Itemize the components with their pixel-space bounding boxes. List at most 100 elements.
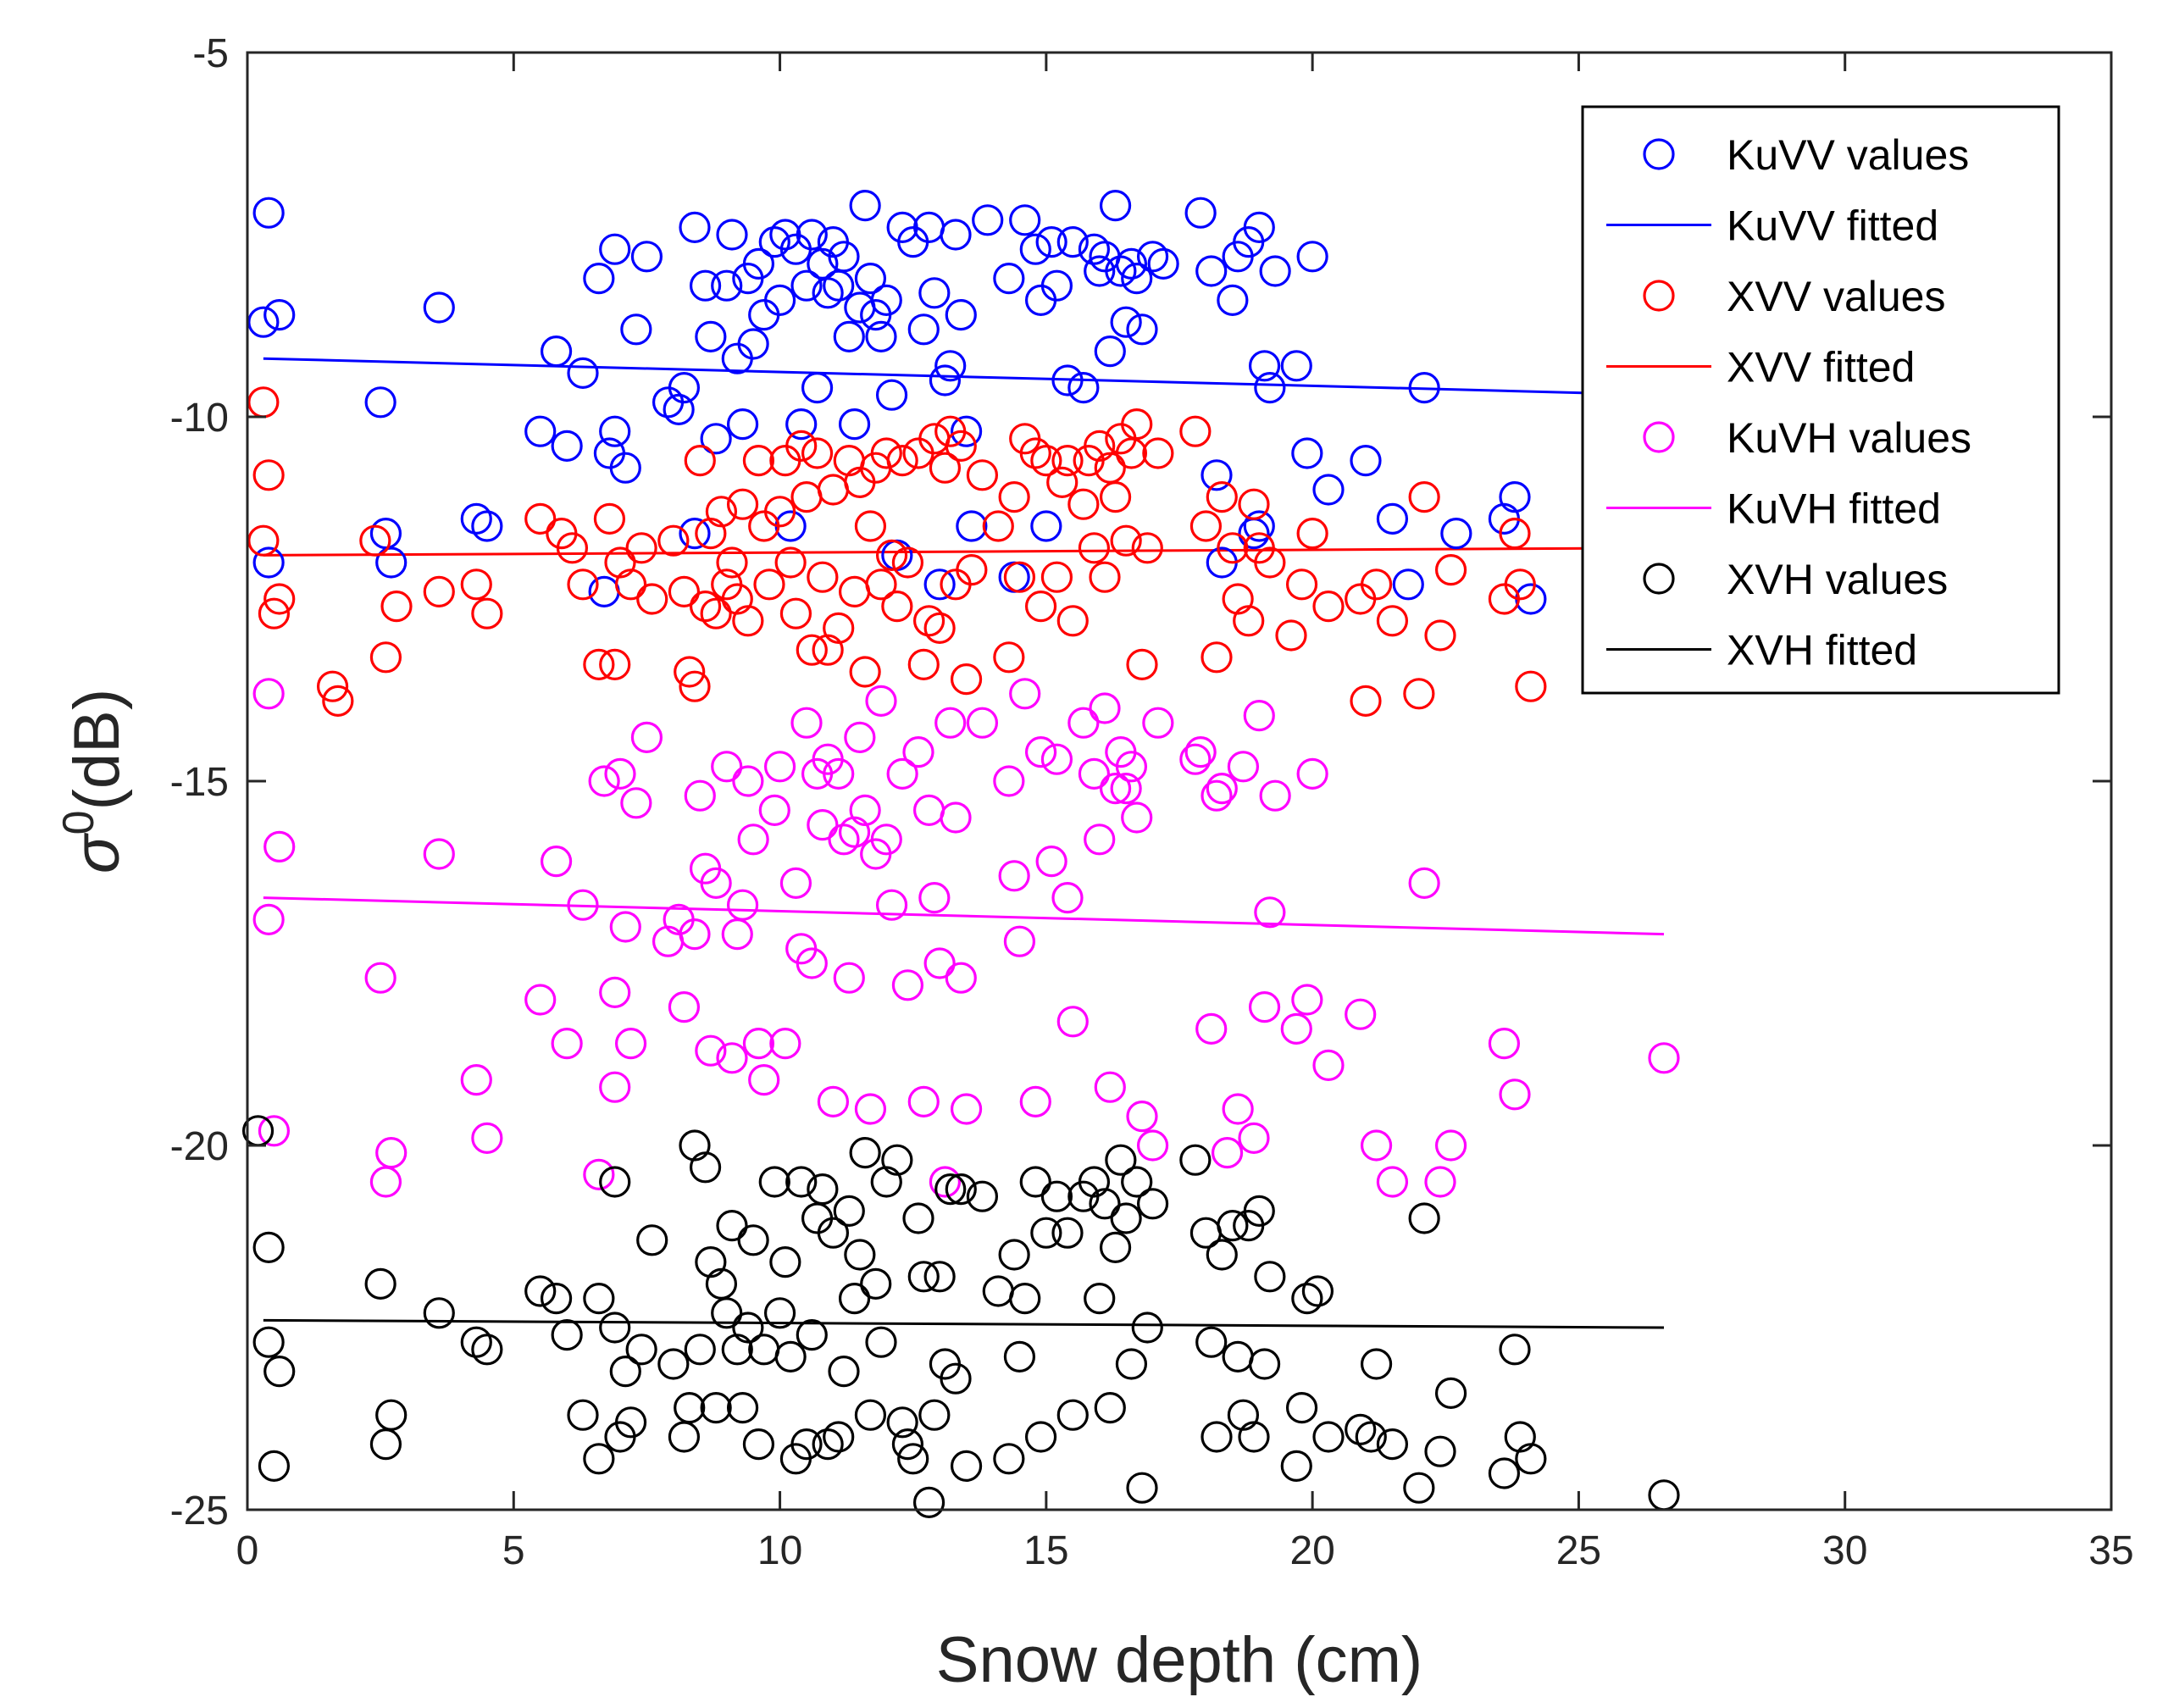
data-point	[252, 546, 285, 579]
data-point	[934, 1173, 967, 1206]
data-point	[865, 1326, 897, 1358]
data-point	[774, 1340, 807, 1373]
data-point	[1296, 517, 1328, 550]
data-point	[807, 561, 839, 593]
data-point	[870, 284, 902, 316]
data-point	[1019, 1085, 1051, 1118]
data-point	[1126, 648, 1158, 681]
data-point	[668, 575, 701, 608]
data-point	[870, 824, 902, 856]
data-point	[588, 765, 620, 797]
data-point	[1248, 350, 1281, 382]
data-point	[1376, 605, 1409, 637]
data-point	[902, 1202, 934, 1234]
data-point	[923, 1261, 956, 1293]
data-point	[540, 336, 573, 368]
data-point	[891, 969, 924, 1001]
data-point	[1003, 925, 1036, 957]
data-point	[1030, 510, 1062, 542]
data-point	[258, 1450, 291, 1483]
data-point	[599, 1166, 631, 1198]
data-point	[716, 1209, 748, 1242]
data-point	[252, 678, 285, 710]
data-point	[369, 641, 402, 674]
data-point	[956, 553, 988, 586]
data-point	[258, 1115, 291, 1147]
data-point	[940, 1362, 972, 1395]
data-point	[929, 452, 962, 484]
data-point	[1126, 313, 1158, 346]
data-point	[1136, 241, 1169, 273]
data-point	[849, 794, 881, 827]
data-point	[1285, 568, 1318, 601]
data-point	[1094, 1391, 1126, 1424]
data-point	[1030, 444, 1062, 477]
data-point	[1504, 1421, 1536, 1453]
data-point	[1110, 772, 1142, 805]
data-point	[567, 357, 599, 389]
data-point	[923, 568, 956, 601]
data-point	[1312, 1049, 1345, 1082]
data-point	[263, 299, 296, 331]
data-point	[998, 1239, 1030, 1271]
data-point	[679, 670, 711, 702]
data-point	[945, 430, 977, 463]
data-point	[849, 1136, 881, 1169]
x-tick-label: 10	[757, 1528, 802, 1573]
data-point	[748, 1063, 780, 1096]
data-point	[364, 962, 396, 994]
data-point	[823, 1421, 855, 1453]
data-point	[700, 1391, 732, 1424]
data-point	[1408, 1202, 1440, 1234]
data-point	[742, 247, 775, 280]
data-point	[1206, 480, 1238, 513]
data-point	[844, 721, 876, 754]
data-point	[993, 641, 1025, 674]
data-point	[1434, 553, 1467, 586]
data-point	[364, 386, 396, 419]
data-point	[972, 204, 1004, 236]
data-point	[1099, 1231, 1132, 1264]
data-point	[636, 1224, 668, 1256]
data-point	[711, 1297, 743, 1329]
legend-marker	[1643, 421, 1675, 453]
data-point	[1254, 896, 1286, 929]
y-tick-label: -10	[170, 396, 229, 441]
data-point	[993, 1443, 1025, 1475]
data-point	[993, 765, 1025, 797]
data-point	[982, 510, 1014, 542]
data-point	[711, 751, 743, 783]
data-point	[599, 648, 631, 681]
data-point	[763, 284, 796, 316]
data-point	[322, 685, 354, 718]
data-point	[1254, 1261, 1286, 1293]
data-point	[567, 889, 599, 921]
data-point	[1019, 233, 1051, 265]
data-point	[1200, 1421, 1233, 1453]
data-point	[1350, 685, 1382, 718]
data-point	[801, 372, 834, 404]
data-point	[1024, 1421, 1057, 1453]
data-point	[1355, 1421, 1387, 1453]
data-point	[540, 1282, 573, 1315]
data-point	[891, 546, 924, 579]
y-axis-ticks: -5 -10 -15 -20 -25	[170, 31, 2111, 1533]
data-point	[1067, 488, 1100, 520]
data-point	[907, 1261, 940, 1293]
data-point	[1051, 881, 1084, 914]
data-point	[1424, 1166, 1456, 1198]
x-tick-label: 30	[1822, 1528, 1867, 1573]
data-point	[790, 269, 823, 302]
data-point	[950, 415, 983, 447]
x-tick-label: 25	[1556, 1528, 1601, 1573]
data-point	[1200, 779, 1233, 812]
data-point	[1515, 670, 1547, 702]
x-tick-label: 0	[236, 1528, 259, 1573]
data-point	[609, 452, 641, 484]
data-point	[1424, 1435, 1456, 1467]
data-point	[1312, 474, 1345, 506]
data-point	[1056, 226, 1089, 258]
data-point	[1376, 1428, 1409, 1461]
data-point	[1056, 1399, 1089, 1431]
data-point	[252, 1231, 285, 1264]
